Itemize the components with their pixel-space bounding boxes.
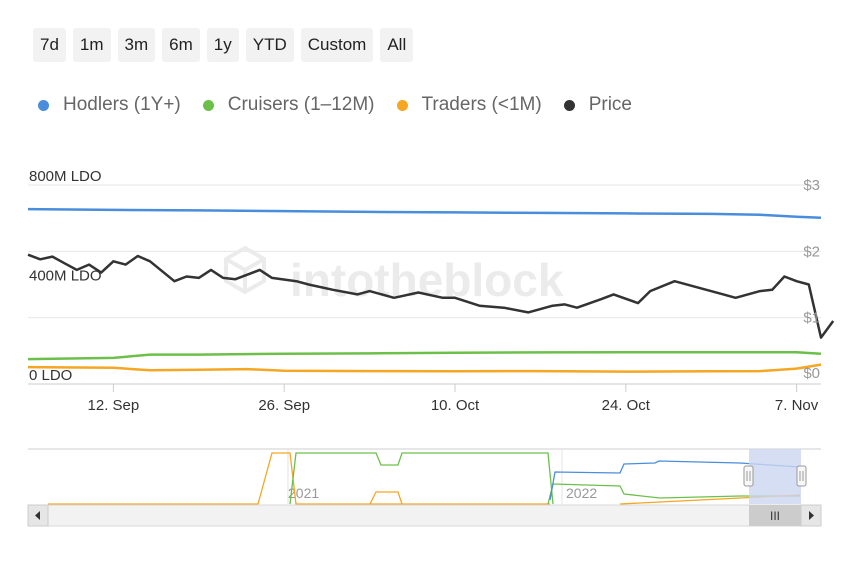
scrollbar-thumb[interactable] <box>749 505 801 526</box>
x-tick-label: 7. Nov <box>775 397 819 414</box>
series-layer <box>27 207 835 373</box>
axis-layer: 0 LDO 400M LDO 800M LDO $0 $1 $2 $3 12. Sep 26. … <box>29 168 820 414</box>
watermark-text: intotheblock <box>290 254 564 306</box>
navigator-selected-range[interactable] <box>749 449 801 504</box>
navigator-hodlers-line <box>549 460 801 501</box>
legend-label: Traders (<1M) <box>421 94 542 115</box>
navigator-cruisers-line <box>289 452 554 505</box>
scroll-grip-icon: III <box>770 509 780 523</box>
navigator-traders-line <box>48 452 550 505</box>
legend-item[interactable]: Price <box>563 94 632 116</box>
navigator[interactable]: 2021 2022 <box>28 448 821 505</box>
y-right-tick-label: $1 <box>803 310 820 327</box>
x-tick-label: 12. Sep <box>88 397 140 414</box>
arrow-right-icon <box>809 511 814 520</box>
navigator-traders-line-2 <box>369 491 403 505</box>
navigator-year-label: 2022 <box>566 485 597 501</box>
legend-dot-icon <box>38 99 49 111</box>
scrollbar-track[interactable] <box>27 504 822 527</box>
scrollbar[interactable]: III <box>27 504 822 527</box>
range-button-6m[interactable]: 6m <box>162 28 200 62</box>
legend-item[interactable]: Hodlers (1Y+) <box>38 94 181 116</box>
range-button-3m[interactable]: 3m <box>117 28 156 62</box>
y-left-tick-label: 800M LDO <box>29 168 102 185</box>
legend-label: Hodlers (1Y+) <box>63 94 181 115</box>
series-line-hodlers[interactable] <box>27 207 822 220</box>
range-button-7d[interactable]: 7d <box>33 28 66 62</box>
range-button-all[interactable]: All <box>380 28 414 62</box>
y-right-tick-label: $2 <box>803 243 820 260</box>
range-button-custom[interactable]: Custom <box>300 28 374 62</box>
x-tick-label: 24. Oct <box>602 397 651 414</box>
y-left-tick-label: 0 LDO <box>29 367 72 384</box>
x-tick-label: 10. Oct <box>431 397 480 414</box>
series-line-price[interactable] <box>27 253 835 339</box>
navigator-left-handle[interactable] <box>743 465 754 487</box>
y-right-tick-label: $3 <box>803 177 820 194</box>
range-selector: 7d 1m 3m 6m 1y YTD Custom All <box>33 28 414 62</box>
legend-label: Price <box>588 94 632 115</box>
range-button-1y[interactable]: 1y <box>206 28 239 62</box>
arrow-left-icon <box>35 511 40 520</box>
legend-dot-icon <box>396 99 408 111</box>
watermark: intotheblock <box>224 245 564 306</box>
legend-item[interactable]: Cruisers (1–12M) <box>202 94 375 116</box>
y-right-tick-label: $0 <box>803 365 820 382</box>
legend-label: Cruisers (1–12M) <box>227 94 375 115</box>
navigator-year-label: 2021 <box>288 485 319 501</box>
y-left-tick-label: 400M LDO <box>29 268 102 285</box>
chart-legend: Hodlers (1Y+) Cruisers (1–12M) Traders (<1… <box>38 94 632 116</box>
legend-item[interactable]: Traders (<1M) <box>396 94 542 116</box>
range-button-1m[interactable]: 1m <box>72 28 111 62</box>
legend-dot-icon <box>563 99 575 111</box>
x-tick-label: 26. Sep <box>258 397 310 414</box>
legend-dot-icon <box>202 99 214 111</box>
navigator-right-handle[interactable] <box>796 465 807 487</box>
grid-layer <box>28 184 821 385</box>
range-button-ytd[interactable]: YTD <box>245 28 294 62</box>
series-line-cruisers[interactable] <box>27 350 822 361</box>
series-line-traders[interactable] <box>27 363 822 373</box>
